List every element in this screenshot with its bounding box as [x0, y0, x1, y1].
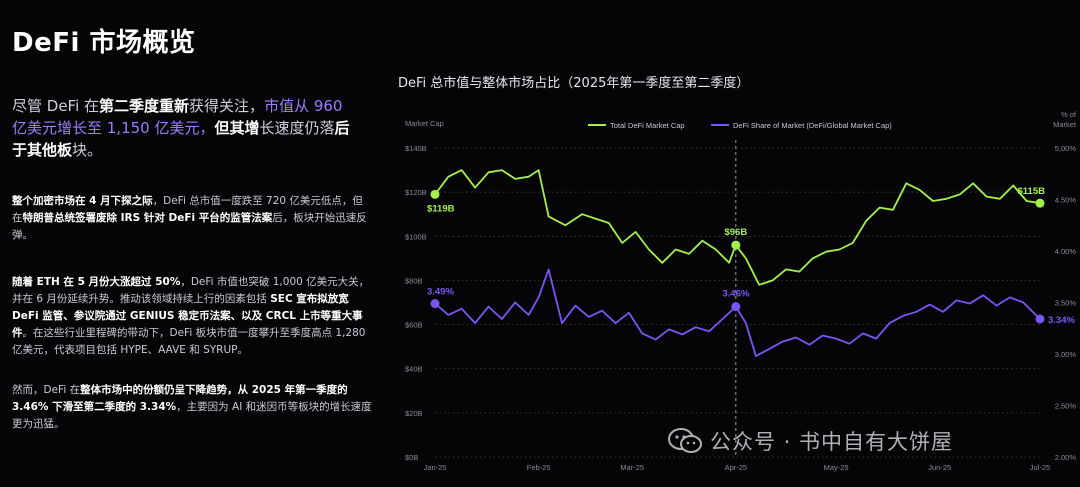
market-share-data-label: 3.34%: [1048, 315, 1075, 326]
lead-summary: 尽管 DeFi 在第二季度重新获得关注，市值从 960 亿美元增长至 1,150…: [12, 95, 362, 161]
y-right-tick-label: 3.50%: [1055, 299, 1077, 308]
market-cap-data-label: $115B: [1018, 186, 1046, 197]
market-cap-marker: [1035, 198, 1045, 208]
lead-part3: 获得关注，: [189, 97, 265, 115]
x-tick-label: Mar-25: [620, 463, 644, 472]
lead-part6: 长速度仍落: [259, 119, 335, 137]
watermark: 公众号 · 书中自有大饼屋: [668, 426, 953, 456]
defi-market-chart: $0B $20B $40B $60B $80B $100B $120B $140B 2.00% 2…: [405, 110, 1077, 472]
y-right-tick-label: 3.00%: [1055, 350, 1077, 359]
y-left-axis-title: Market Cap: [405, 119, 444, 128]
chart-title: DeFi 总市值与整体市场占比（2025年第一季度至第二季度）: [398, 76, 750, 91]
lead-part4: 市值从 960 亿美元增长至 1,150 亿美元，: [12, 97, 343, 137]
lead-part1: 尽管 DeFi 在: [12, 97, 100, 115]
market-cap-marker: [430, 189, 440, 199]
p2-s4: 。在这些行业里程碑的带动下，DeFi 板块市值一度攀升至季度高点 1,280 亿…: [12, 327, 366, 356]
y-left-tick-label: $0B: [405, 453, 418, 462]
y-left-tick-label: $140B: [405, 144, 427, 153]
market-cap-data-label: $96B: [724, 227, 747, 238]
market-share-marker: [731, 302, 741, 312]
lead-part8: 块。: [72, 141, 103, 159]
p1-s1: 整个加密市场在 4 月下探之际: [12, 195, 153, 207]
p3-s2: 整体市场中的份额仍呈下降趋势，从 2025 年第一季度的 3.46% 下滑至第二…: [12, 384, 348, 413]
y-left-tick-label: $60B: [405, 321, 423, 330]
p3-s3: ，主要因为 AI 和迷因币等板块的增长速度更为迅猛。: [12, 401, 372, 430]
y-left-tick-label: $40B: [405, 365, 423, 374]
y-right-axis-title-line1: % of: [1061, 110, 1077, 119]
page-title: DeFi 市场概览: [12, 28, 196, 58]
x-tick-label: Jun-25: [928, 463, 951, 472]
p1-s2: ，DeFi 总市值一度跌至 720 亿美元低点，但在: [12, 195, 363, 224]
watermark-text: 公众号 · 书中自有大饼屋: [710, 430, 954, 454]
x-tick-label: May-25: [824, 463, 849, 472]
y-right-tick-label: 4.00%: [1055, 247, 1077, 256]
y-right-tick-label: 5.00%: [1055, 144, 1077, 153]
market-share-line: [434, 268, 1041, 357]
lead-part7: 后于其他板: [12, 119, 350, 159]
y-right-tick-label: 4.50%: [1055, 196, 1077, 205]
p1-s4: 后，板块开始迅速反弹。: [12, 212, 367, 241]
legend-label-market-cap: Total DeFi Market Cap: [610, 121, 685, 130]
x-tick-label: Jul-25: [1030, 463, 1050, 472]
market-cap-marker: [731, 240, 741, 250]
market-cap-data-label: $119B: [427, 203, 455, 214]
market-share-data-label: 3.46%: [722, 289, 749, 300]
market-share-marker: [430, 299, 440, 309]
y-left-tick-label: $120B: [405, 188, 427, 197]
market-share-marker: [1035, 314, 1045, 324]
wechat-icon: [668, 428, 702, 453]
y-left-tick-label: $100B: [405, 232, 427, 241]
p3-s1: 然而，DeFi 在: [12, 384, 81, 396]
p2-s1: 随着 ETH 在 5 月份大涨超过 50%: [12, 276, 181, 288]
y-left-tick-label: $20B: [405, 409, 423, 418]
p2-s2: ，DeFi 市值也突破 1,000 亿美元大关，并在 6 月份延续升势。推动该领…: [12, 276, 370, 305]
y-left-tick-label: $80B: [405, 276, 423, 285]
y-right-axis-title-line2: Market: [1053, 120, 1077, 129]
lead-part5: 但其增: [214, 119, 260, 137]
x-tick-label: Jan-25: [424, 463, 447, 472]
lead-part2: 第二季度重新: [99, 97, 190, 115]
paragraph-april: 整个加密市场在 4 月下探之际，DeFi 总市值一度跌至 720 亿美元低点，但…: [12, 193, 372, 244]
x-tick-label: Apr-25: [725, 463, 748, 472]
paragraph-may-june: 随着 ETH 在 5 月份大涨超过 50%，DeFi 市值也突破 1,000 亿…: [12, 274, 372, 359]
legend-label-share: DeFi Share of Market (DeFi/Global Market…: [733, 121, 892, 130]
x-tick-label: Feb-25: [527, 463, 551, 472]
p2-s3: SEC 宣布拟放宽 DeFi 监管、参议院通过 GENIUS 稳定币法案、以及 …: [12, 293, 363, 339]
p1-s3: 特朗普总统签署废除 IRS 针对 DeFi 平台的监管法案: [22, 212, 273, 224]
paragraph-market-share: 然而，DeFi 在整体市场中的份额仍呈下降趋势，从 2025 年第一季度的 3.…: [12, 382, 372, 433]
y-right-tick-label: 2.50%: [1055, 402, 1077, 411]
market-share-data-label: 3.49%: [427, 287, 454, 298]
y-right-tick-label: 2.00%: [1055, 453, 1077, 462]
